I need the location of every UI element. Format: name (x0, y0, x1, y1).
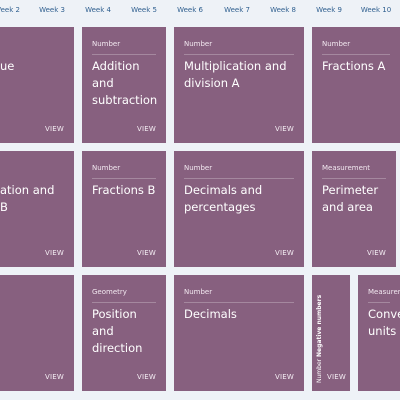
unit-card-decimals-percentages[interactable]: Number Decimals and percentages VIEW (174, 151, 304, 267)
unit-title: Perimeter and area (322, 183, 379, 214)
view-link[interactable]: VIEW (45, 373, 64, 381)
view-link[interactable]: VIEW (327, 373, 346, 381)
unit-card-converting-units[interactable]: Measurem Conve units (358, 275, 400, 391)
view-link[interactable]: VIEW (45, 249, 64, 257)
unit-category: Number (184, 164, 294, 179)
view-link[interactable]: VIEW (137, 373, 156, 381)
view-link[interactable]: VIEW (275, 373, 294, 381)
unit-card[interactable]: VIEW (0, 275, 74, 391)
unit-category: Number (184, 40, 294, 55)
unit-category: Geometry (92, 288, 156, 303)
view-link[interactable]: VIEW (275, 249, 294, 257)
week-label: Week 10 (360, 6, 392, 14)
week-label: Week 7 (224, 6, 250, 14)
week-label: Week 3 (39, 6, 65, 14)
unit-card-addition-subtraction[interactable]: Number Addition and subtraction VIEW (82, 27, 166, 143)
unit-card-negative-numbers[interactable]: Number Negative numbers VIEW (312, 275, 350, 391)
unit-title: ue (0, 59, 15, 73)
unit-card-fractions-a[interactable]: Number Fractions A (312, 27, 400, 143)
week-label: Week 6 (177, 6, 203, 14)
week-label: Week 5 (131, 6, 157, 14)
unit-title: Fractions B (92, 183, 156, 197)
view-link[interactable]: VIEW (275, 125, 294, 133)
unit-card-multiplication-division-a[interactable]: Number Multiplication and division A VIE… (174, 27, 304, 143)
unit-vertical-label: Number Negative numbers (316, 295, 324, 383)
week-label: Week 8 (270, 6, 296, 14)
unit-title: Decimals (184, 307, 237, 321)
unit-title: Multiplication and division A (184, 59, 287, 90)
unit-category: Number (316, 358, 323, 383)
unit-category: Number (322, 40, 390, 55)
unit-category: Number (92, 40, 156, 55)
view-link[interactable]: VIEW (137, 125, 156, 133)
unit-title: Conve units (368, 307, 400, 338)
unit-title: Decimals and percentages (184, 183, 263, 214)
unit-card[interactable]: ation and B VIEW (0, 151, 74, 267)
unit-card-fractions-b[interactable]: Number Fractions B VIEW (82, 151, 166, 267)
unit-category: Measurement (322, 164, 386, 179)
unit-card[interactable]: ue VIEW (0, 27, 74, 143)
unit-card-decimals[interactable]: Number Decimals VIEW (174, 275, 304, 391)
unit-title: Addition and subtraction (92, 59, 158, 107)
unit-category: Number (184, 288, 294, 303)
unit-card-position-direction[interactable]: Geometry Position and direction VIEW (82, 275, 166, 391)
unit-card-perimeter-area[interactable]: Measurement Perimeter and area VIEW (312, 151, 396, 267)
unit-category: Measurem (368, 288, 400, 303)
unit-title: ation and B (0, 183, 55, 214)
unit-title: Position and direction (92, 307, 143, 355)
week-label: Week 4 (85, 6, 111, 14)
view-link[interactable]: VIEW (137, 249, 156, 257)
view-link[interactable]: VIEW (45, 125, 64, 133)
week-label: Week 2 (0, 6, 20, 14)
week-label: Week 9 (316, 6, 342, 14)
week-header: Week 2 Week 3 Week 4 Week 5 Week 6 Week … (0, 0, 400, 22)
unit-title: Fractions A (322, 59, 386, 73)
unit-title: Negative numbers (316, 294, 323, 357)
unit-category: Number (92, 164, 156, 179)
view-link[interactable]: VIEW (367, 249, 386, 257)
